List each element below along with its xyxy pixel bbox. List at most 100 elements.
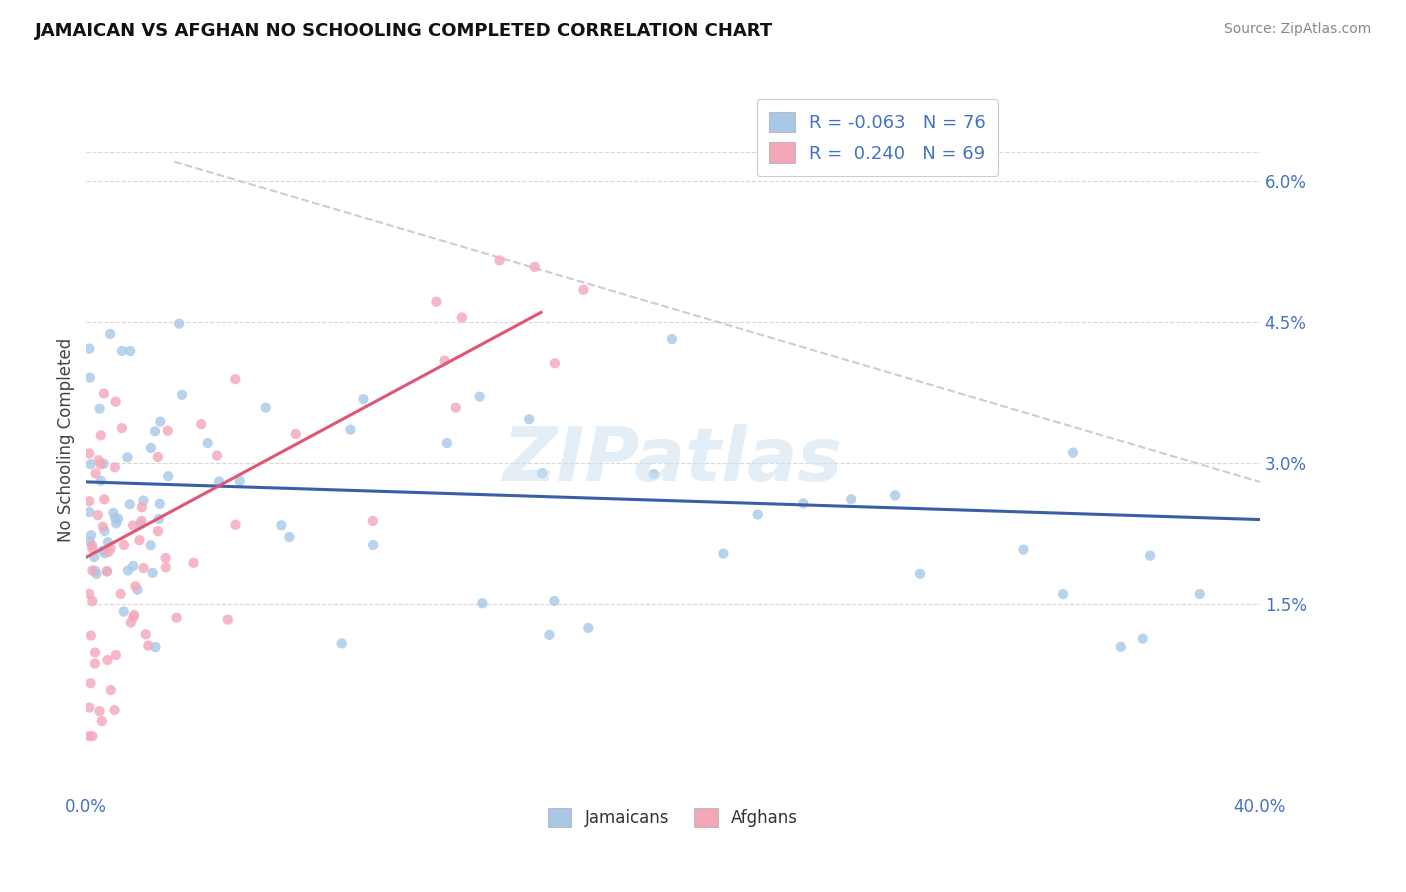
Point <box>77 587 100 601</box>
Point <box>90 458 112 472</box>
Point <box>96 565 118 579</box>
Point <box>517 412 540 426</box>
Legend: Jamaicans, Afghans: Jamaicans, Afghans <box>541 801 804 834</box>
Point <box>197 436 219 450</box>
Point <box>93 457 115 471</box>
Point <box>117 450 139 465</box>
Point <box>139 538 162 552</box>
Point <box>79 457 101 471</box>
Point <box>1062 445 1084 459</box>
Point <box>444 401 467 415</box>
Point <box>352 392 374 407</box>
Point <box>87 508 110 522</box>
Point <box>82 564 104 578</box>
Point <box>136 639 159 653</box>
Point <box>93 386 115 401</box>
Point <box>166 610 188 624</box>
Point <box>361 538 384 552</box>
Point <box>111 343 134 358</box>
Point <box>127 582 149 597</box>
Point <box>97 535 120 549</box>
Point <box>228 474 250 488</box>
Point <box>82 541 104 556</box>
Point <box>361 514 384 528</box>
Point <box>183 556 205 570</box>
Point <box>110 587 132 601</box>
Point <box>1052 587 1074 601</box>
Point <box>128 533 150 548</box>
Point <box>643 467 665 482</box>
Point <box>82 594 104 608</box>
Point <box>89 401 111 416</box>
Point <box>468 390 491 404</box>
Point <box>90 474 112 488</box>
Point <box>139 441 162 455</box>
Point <box>84 564 107 578</box>
Point <box>96 564 118 578</box>
Point <box>1012 542 1035 557</box>
Point <box>107 512 129 526</box>
Point <box>155 560 177 574</box>
Point <box>270 518 292 533</box>
Point <box>93 524 115 538</box>
Point <box>711 547 734 561</box>
Point <box>120 344 142 359</box>
Point <box>425 294 447 309</box>
Point <box>100 683 122 698</box>
Point <box>284 427 307 442</box>
Point <box>792 496 814 510</box>
Point <box>103 703 125 717</box>
Point <box>112 605 135 619</box>
Point <box>1188 587 1211 601</box>
Point <box>77 494 100 508</box>
Point <box>1132 632 1154 646</box>
Point <box>224 372 246 386</box>
Point <box>90 428 112 442</box>
Y-axis label: No Schooling Completed: No Schooling Completed <box>58 337 75 541</box>
Point <box>84 645 107 659</box>
Point <box>80 629 103 643</box>
Point <box>208 475 231 489</box>
Point <box>190 417 212 432</box>
Point <box>217 613 239 627</box>
Point <box>1109 640 1132 654</box>
Point <box>523 260 546 274</box>
Point <box>84 657 107 671</box>
Point <box>170 388 193 402</box>
Point <box>278 530 301 544</box>
Point <box>908 566 931 581</box>
Point <box>79 342 101 356</box>
Point <box>80 528 103 542</box>
Point <box>450 310 472 325</box>
Point <box>105 516 128 531</box>
Point <box>77 700 100 714</box>
Point <box>77 505 100 519</box>
Point <box>104 511 127 525</box>
Point <box>146 450 169 464</box>
Point <box>97 545 120 559</box>
Text: ZIPatlas: ZIPatlas <box>503 425 844 497</box>
Point <box>157 469 180 483</box>
Point <box>884 488 907 502</box>
Point <box>149 415 172 429</box>
Point <box>132 561 155 575</box>
Point <box>83 549 105 564</box>
Point <box>103 506 125 520</box>
Point <box>167 317 190 331</box>
Point <box>149 497 172 511</box>
Point <box>488 253 510 268</box>
Point <box>87 453 110 467</box>
Point <box>205 449 228 463</box>
Point <box>79 534 101 549</box>
Point <box>98 326 121 341</box>
Point <box>339 423 361 437</box>
Point <box>112 538 135 552</box>
Point <box>91 519 114 533</box>
Point <box>122 518 145 533</box>
Point <box>82 729 104 743</box>
Point <box>131 500 153 515</box>
Point <box>77 729 100 743</box>
Point <box>747 508 769 522</box>
Point <box>104 394 127 409</box>
Point <box>122 610 145 624</box>
